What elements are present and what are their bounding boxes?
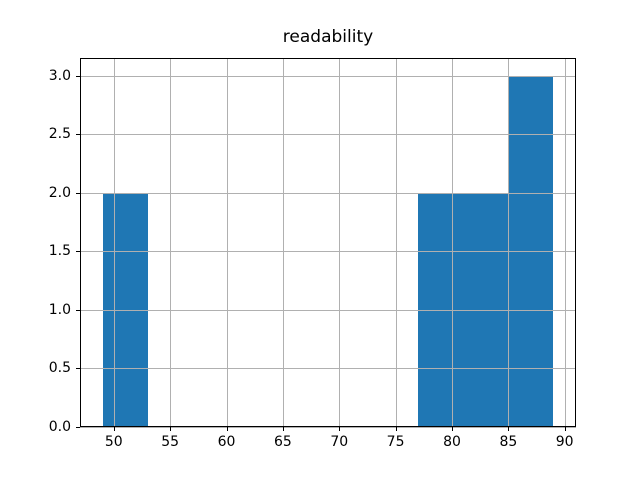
histogram-bar xyxy=(463,192,509,427)
gridline-horizontal xyxy=(80,192,576,194)
gridline-horizontal xyxy=(80,75,576,77)
y-tick-label: 2.0 xyxy=(48,184,71,201)
x-tick-mark xyxy=(395,427,397,431)
y-tick-label: 3.0 xyxy=(48,67,71,84)
plot-area: 50 55 60 65 70 75 80 85 90 0.0 0.5 1.0 1.5 2.0 2.5 3.0 xyxy=(49,58,576,450)
y-tick-mark xyxy=(76,192,80,194)
y-tick-label: 1.5 xyxy=(48,243,71,260)
gridline-horizontal xyxy=(80,134,576,136)
x-tick-mark xyxy=(282,427,284,431)
x-tick-mark xyxy=(170,427,172,431)
x-tick-label: 50 xyxy=(104,434,123,450)
y-tick-label: 2.5 xyxy=(48,126,71,143)
gridline-vertical xyxy=(226,58,228,427)
y-tick-mark xyxy=(76,251,80,253)
y-tick-mark xyxy=(76,134,80,136)
gridline-horizontal xyxy=(80,251,576,253)
x-tick-label: 90 xyxy=(555,434,574,450)
x-tick-label: 60 xyxy=(217,434,236,450)
y-tick-label: 0.5 xyxy=(48,360,71,377)
histogram-bar xyxy=(102,192,148,427)
gridline-vertical xyxy=(395,58,397,427)
gridline-vertical xyxy=(113,58,115,427)
chart-title: readability xyxy=(282,27,374,47)
gridline-vertical xyxy=(170,58,172,427)
x-tick-label: 80 xyxy=(443,434,461,450)
x-tick-label: 70 xyxy=(330,434,349,450)
gridline-vertical xyxy=(508,58,510,427)
y-tick-label: 0.0 xyxy=(48,419,71,435)
x-tick-mark xyxy=(226,427,228,431)
gridline-horizontal xyxy=(80,427,576,428)
x-tick-mark xyxy=(564,427,566,431)
x-tick-mark xyxy=(113,427,115,431)
y-tick-mark xyxy=(76,427,80,428)
gridline-horizontal xyxy=(80,368,576,370)
x-tick-label: 85 xyxy=(499,434,518,450)
gridline-vertical xyxy=(564,58,566,427)
y-tick-mark xyxy=(76,75,80,77)
x-tick-label: 65 xyxy=(273,434,292,450)
y-tick-mark xyxy=(76,309,80,311)
y-tick-mark xyxy=(76,368,80,370)
gridline-horizontal xyxy=(80,309,576,311)
gridline-vertical xyxy=(339,58,341,427)
histogram-bar xyxy=(418,192,464,427)
gridline-vertical xyxy=(282,58,284,427)
x-tick-label: 55 xyxy=(161,434,180,450)
x-tick-mark xyxy=(452,427,453,431)
gridline-vertical xyxy=(452,58,453,427)
y-tick-label: 1.0 xyxy=(48,301,71,318)
x-tick-label: 75 xyxy=(386,434,405,450)
x-tick-mark xyxy=(508,427,510,431)
x-tick-mark xyxy=(339,427,341,431)
